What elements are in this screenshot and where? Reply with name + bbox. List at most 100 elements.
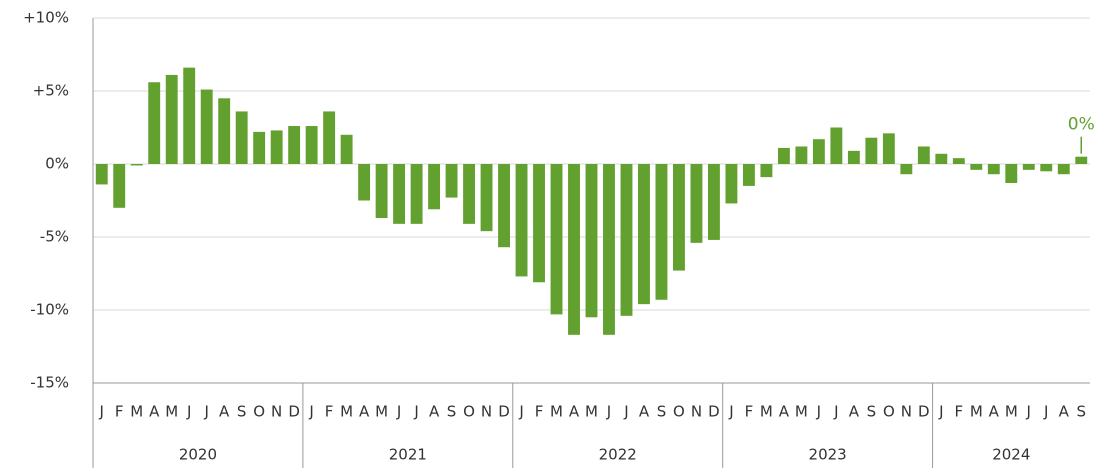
- bar: [847, 150, 860, 164]
- x-tick-label: J: [606, 403, 611, 421]
- x-tick-label: M: [1005, 403, 1018, 421]
- x-tick-label: J: [1026, 403, 1031, 421]
- bar: [603, 164, 615, 335]
- x-tick-label: O: [673, 403, 685, 421]
- year-label: 2023: [809, 446, 847, 464]
- x-tick-label: F: [535, 403, 544, 421]
- bar: [620, 164, 633, 316]
- y-tick-label: +5%: [33, 82, 69, 100]
- bar: [498, 164, 510, 248]
- bar: [830, 127, 843, 164]
- x-tick-label: J: [816, 403, 821, 421]
- x-tick-label: D: [918, 403, 930, 421]
- bar: [935, 153, 948, 164]
- x-tick-label: J: [413, 403, 418, 421]
- x-tick-label: A: [779, 403, 790, 421]
- bar: [900, 164, 913, 175]
- x-tick-label: N: [481, 403, 492, 421]
- bar: [130, 164, 143, 166]
- x-tick-label: A: [359, 403, 370, 421]
- bar: [655, 164, 668, 300]
- x-tick-label: J: [938, 403, 943, 421]
- x-tick-label: A: [1059, 403, 1070, 421]
- x-tick-label: M: [375, 403, 388, 421]
- bar: [165, 74, 178, 164]
- year-label: 2024: [992, 446, 1030, 464]
- x-tick-label: O: [253, 403, 265, 421]
- bar: [742, 164, 755, 186]
- bar: [428, 164, 441, 210]
- x-tick-label: S: [237, 403, 247, 421]
- x-tick-label: M: [585, 403, 598, 421]
- bar: [638, 164, 650, 305]
- x-tick-label: S: [657, 403, 667, 421]
- bar: [95, 164, 108, 185]
- x-tick-label: M: [130, 403, 143, 421]
- x-tick-label: J: [1043, 403, 1048, 421]
- bar: [480, 164, 493, 232]
- x-tick-label: J: [203, 403, 208, 421]
- x-tick-label: F: [115, 403, 124, 421]
- x-tick-label: J: [396, 403, 401, 421]
- bar: [585, 164, 598, 318]
- y-tick-label: 0%: [45, 155, 69, 173]
- bar: [707, 164, 720, 240]
- y-tick-label: +10%: [23, 9, 69, 27]
- x-tick-label: O: [883, 403, 895, 421]
- x-tick-label: J: [308, 403, 313, 421]
- bar: [375, 164, 388, 219]
- bar: [515, 164, 528, 277]
- x-tick-label: A: [639, 403, 650, 421]
- annotation: 0%: [1068, 115, 1095, 135]
- x-tick-label: M: [760, 403, 773, 421]
- bar: [410, 164, 423, 224]
- bar: [970, 164, 983, 170]
- bar: [1075, 156, 1088, 164]
- bar: [358, 164, 371, 201]
- bar: [533, 164, 545, 283]
- bar: [183, 67, 196, 164]
- x-tick-label: J: [833, 403, 838, 421]
- x-tick-label: A: [219, 403, 230, 421]
- x-tick-label: A: [849, 403, 860, 421]
- x-tick-label: A: [149, 403, 160, 421]
- bar: [1040, 164, 1053, 172]
- x-tick-label: J: [99, 403, 104, 421]
- bar: [882, 133, 895, 164]
- bar: [917, 146, 930, 164]
- bar: [340, 134, 353, 164]
- bar: [690, 164, 703, 243]
- bar: [323, 111, 336, 164]
- bar: [812, 139, 825, 164]
- bar: [777, 147, 790, 164]
- x-tick-label: J: [186, 403, 191, 421]
- x-tick-label: A: [989, 403, 1000, 421]
- x-tick-label: D: [708, 403, 720, 421]
- bar: [987, 164, 1000, 175]
- x-tick-label: M: [970, 403, 983, 421]
- bar: [673, 164, 685, 271]
- bar: [148, 82, 161, 164]
- bar: [1022, 164, 1035, 170]
- bar: [463, 164, 476, 224]
- y-tick-label: -10%: [30, 301, 69, 319]
- bar: [288, 126, 301, 164]
- x-tick-label: N: [271, 403, 282, 421]
- bar: [270, 130, 283, 164]
- bar: [305, 126, 318, 164]
- x-tick-label: M: [340, 403, 353, 421]
- year-label: 2022: [599, 446, 637, 464]
- bar: [1005, 164, 1018, 183]
- year-label: 2020: [179, 446, 217, 464]
- x-tick-label: M: [550, 403, 563, 421]
- x-tick-label: F: [745, 403, 754, 421]
- bar: [760, 164, 773, 178]
- x-tick-label: D: [498, 403, 510, 421]
- bar: [393, 164, 406, 224]
- bar: [200, 89, 213, 164]
- bar: [235, 111, 248, 164]
- x-tick-label: S: [867, 403, 877, 421]
- x-tick-label: S: [447, 403, 457, 421]
- x-tick-label: O: [463, 403, 475, 421]
